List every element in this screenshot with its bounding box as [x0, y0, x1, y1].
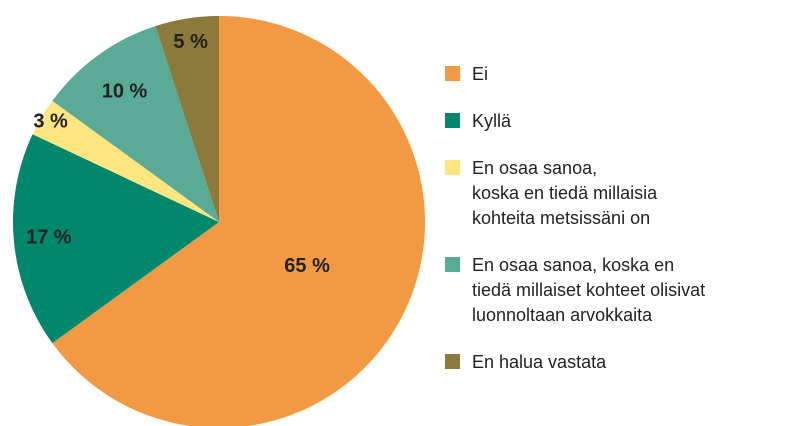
pie-slice — [32, 100, 220, 222]
legend-item: En osaa sanoa, koska en tiedä millaiset … — [445, 253, 790, 328]
legend-item: Ei — [445, 62, 790, 87]
pie-slice — [12, 134, 219, 344]
legend-swatch — [445, 354, 460, 369]
legend-item: Kyllä — [445, 109, 790, 134]
legend-label: En osaa sanoa, koska en tiedä millaiset … — [472, 255, 706, 325]
legend-label: Ei — [472, 64, 489, 84]
legend-item: En halua vastata — [445, 350, 790, 375]
legend-label: En halua vastata — [472, 352, 607, 372]
pie-slice — [52, 26, 219, 223]
slice-label: 65 % — [284, 255, 330, 277]
legend: Ei Kyllä En osaa sanoa, koska en tiedä mil… — [445, 62, 790, 397]
legend-swatch — [445, 66, 460, 81]
legend-item: En osaa sanoa, koska en tiedä millaisia … — [445, 156, 790, 231]
slice-label: 17 % — [26, 226, 72, 248]
legend-swatch — [445, 257, 460, 272]
slice-label: 10 % — [102, 80, 148, 102]
slice-label: 5 % — [173, 31, 208, 53]
slice-label: 3 % — [33, 111, 68, 133]
pie-slice — [52, 16, 425, 426]
pie-slice — [155, 16, 219, 222]
legend-label: En osaa sanoa, koska en tiedä millaisia … — [472, 158, 658, 228]
legend-label: Kyllä — [472, 111, 512, 131]
legend-swatch — [445, 113, 460, 128]
pie-chart: 65 % 17 % 3 % 10 % 5 % — [12, 16, 425, 426]
legend-swatch — [445, 160, 460, 175]
